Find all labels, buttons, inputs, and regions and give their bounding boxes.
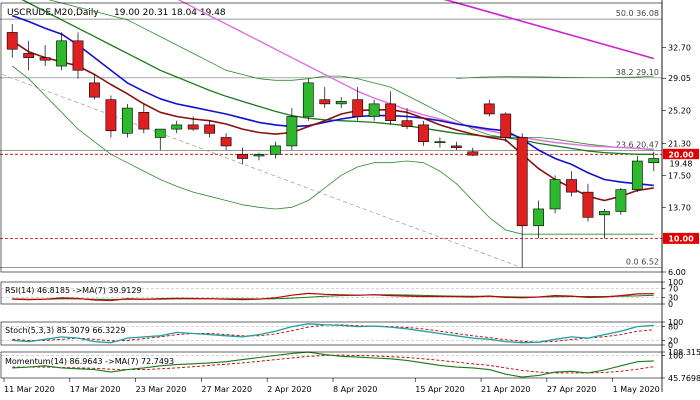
candle-body [39, 57, 51, 61]
candle-body [418, 124, 429, 143]
ma-red [11, 40, 654, 202]
candle-body [533, 208, 545, 227]
y-tick-label: 6.00 [668, 268, 686, 277]
candle-body [599, 211, 610, 216]
current-price-value: 19.48 [670, 160, 693, 169]
candle-body [253, 154, 265, 157]
bollinger-upper [48, 0, 654, 151]
candle-body [56, 40, 67, 67]
y-tick-label: 25.20 [668, 107, 691, 116]
x-tick-label: 2 Apr 2020 [267, 385, 311, 394]
rsi-tick-label: 70 [668, 285, 678, 294]
red-level-value: 10.00 [668, 234, 694, 243]
fib-level-label: 50.0 36.08 [616, 9, 659, 18]
red-level-value: 20.00 [668, 150, 694, 159]
bollinger-upper-segment [456, 75, 654, 80]
candle-body [237, 154, 248, 159]
red-level-tag [663, 232, 699, 244]
trendline [1, 74, 523, 269]
candle-body [171, 124, 183, 130]
momentum-label: Momentum(14) 86.9643 ->MA(7) 72.7493 [5, 357, 174, 366]
current-price-tag [663, 159, 699, 169]
symbol-title: USCRUDE,M20,Daily [7, 8, 99, 18]
rsi-tick-label: 30 [668, 293, 678, 302]
main-series [6, 0, 660, 268]
candle-body [286, 116, 298, 147]
y-tick-label: 17.50 [668, 171, 691, 180]
stoch-tick-label: 20 [668, 336, 678, 345]
candle-body [648, 158, 660, 164]
candle-body [385, 103, 396, 121]
momentum-line [12, 351, 654, 378]
candle-body [105, 99, 117, 132]
candle-body [566, 179, 577, 193]
x-tick-label: 27 Apr 2020 [547, 385, 596, 394]
rsi-line [12, 292, 654, 302]
ma-magenta-slow [177, 0, 654, 150]
candle-body [204, 124, 216, 134]
indicator-panes [1, 288, 662, 378]
candle-body [220, 137, 232, 147]
candle-body [516, 137, 528, 227]
rsi-label: RSI(14) 46.8185 ->MA(7) 39.9129 [5, 286, 142, 295]
y-tick-label: 29.05 [668, 74, 691, 83]
candle-body [154, 128, 166, 138]
momentum-tick-label: 100 [668, 351, 683, 360]
x-tick-label: 23 Mar 2020 [136, 385, 187, 394]
candle-body [302, 82, 314, 117]
stoch-label: Stoch(5,3,3) 85.3079 66.3229 [5, 326, 125, 335]
candle-body [467, 151, 479, 156]
stoch-tick-label: 100 [668, 318, 683, 327]
fib-level-label: 23.6 20.47 [616, 140, 659, 149]
rsi-tick-label: 0 [668, 300, 673, 309]
momentum-tick-label: 45.7698 [668, 374, 700, 383]
candle-body [352, 99, 364, 117]
candle-body [631, 160, 643, 190]
candle-body [434, 141, 446, 144]
stoch-tick-label: 80 [668, 323, 678, 332]
candle-body [187, 124, 199, 130]
momentum-tick-label: 108.3159 [668, 348, 700, 357]
candle-body [319, 99, 331, 105]
bollinger-lower [11, 65, 654, 235]
y-tick-label: 32.70 [668, 44, 691, 53]
rsi-tick-label: 100 [668, 278, 683, 287]
candle-body [138, 111, 150, 130]
stoch-tick-label: 0 [668, 341, 673, 350]
x-tick-label: 11 Mar 2020 [4, 385, 55, 394]
candle-body [6, 32, 18, 50]
y-tick-label: 21.30 [668, 139, 691, 148]
candle-body [368, 103, 380, 117]
red-level-tag [663, 148, 699, 160]
candle-body [270, 145, 281, 155]
fib-level-label: 38.2 29.10 [616, 68, 659, 77]
x-tick-label: 15 Apr 2020 [415, 385, 464, 394]
fib-level-label: 0.0 6.52 [626, 258, 659, 267]
x-tick-label: 27 Mar 2020 [201, 385, 252, 394]
x-tick-label: 21 Apr 2020 [481, 385, 530, 394]
candle-body [23, 53, 35, 58]
ma-magenta-top [443, 0, 654, 60]
candle-body [549, 179, 561, 210]
candle-body [500, 113, 512, 138]
candle-body [483, 103, 495, 115]
candle-body [335, 101, 347, 105]
x-axis: 11 Mar 2020 17 Mar 2020 23 Mar 2020 27 Mar … [3, 378, 660, 394]
x-tick-label: 1 May 2020 [613, 385, 660, 394]
candle-body [89, 82, 100, 98]
candle-body [401, 120, 413, 127]
candle-body [582, 191, 594, 218]
stoch-main-line [12, 323, 654, 344]
candle-body [615, 189, 627, 212]
x-tick-label: 17 Mar 2020 [70, 385, 121, 394]
ma-blue [11, 14, 654, 187]
y-tick-label: 13.70 [668, 203, 691, 212]
candle-body [450, 145, 462, 148]
ohlc-readout: 19.00 20.31 18.04 19.48 [114, 8, 226, 18]
x-tick-label: 8 Apr 2020 [333, 385, 377, 394]
candle-body [121, 107, 133, 134]
candle-body [72, 40, 84, 71]
